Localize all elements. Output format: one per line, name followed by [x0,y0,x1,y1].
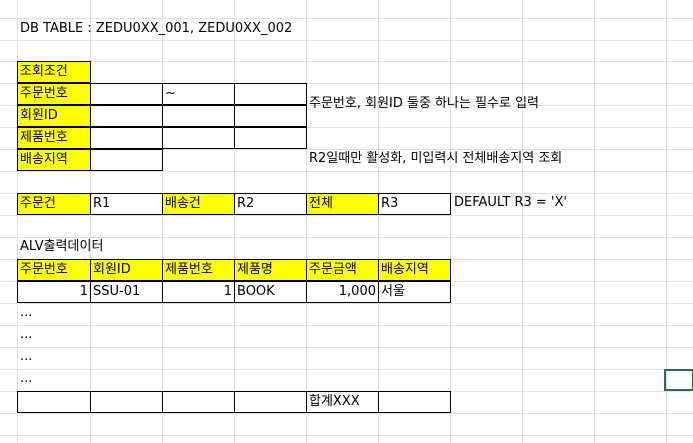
alv-header-product-name: 제품명 [234,259,307,281]
alv-header-product-no: 제품번호 [162,259,235,281]
product-no-cell-3[interactable] [234,127,307,149]
alv-ellipsis-1: ... [20,305,33,320]
alv-header-member-id: 회원ID [90,259,163,281]
radio-all-r3[interactable]: R3 [378,193,451,215]
alv-row1-order-amount[interactable]: 1,000 [306,281,379,303]
query-title: 조회조건 [17,61,91,83]
alv-total-sum[interactable]: 합계XXX [306,391,379,413]
alv-header-order-amount: 주문금액 [306,259,379,281]
query-label-ship-region: 배송지역 [17,149,91,171]
query-note-ship-region: R2일때만 활성화, 미입력시 전체배송지역 조회 [309,151,563,166]
selected-cell-outline[interactable] [664,369,693,391]
alv-row1-product-no[interactable]: 1 [162,281,235,303]
radio-label-shipping: 배송건 [162,193,235,215]
alv-row1-product-name[interactable]: BOOK [234,281,307,303]
query-note-required: 주문번호, 회원ID 둘중 하나는 필수로 입력 [309,96,539,111]
alv-row1-order-no[interactable]: 1 [17,281,91,303]
alv-total-cell-3[interactable] [162,391,235,413]
alv-row1-member-id[interactable]: SSU-01 [90,281,163,303]
alv-ellipsis-4: ... [20,371,33,386]
order-no-tilde: ~ [162,83,235,105]
query-label-member-id: 회원ID [17,105,91,127]
radio-label-all: 전체 [306,193,379,215]
ship-region-input[interactable] [90,149,163,171]
product-no-cell-2[interactable] [162,127,235,149]
radio-shipping-r2[interactable]: R2 [234,193,307,215]
alv-row1-ship-region[interactable]: 서울 [378,281,451,303]
member-id-cell-2[interactable] [162,105,235,127]
product-no-input[interactable] [90,127,163,149]
member-id-input[interactable] [90,105,163,127]
radio-label-order: 주문건 [17,193,91,215]
query-label-order-no: 주문번호 [17,83,91,105]
radio-order-r1[interactable]: R1 [90,193,163,215]
alv-total-cell-2[interactable] [90,391,163,413]
alv-total-cell-6[interactable] [378,391,451,413]
alv-header-ship-region: 배송지역 [378,259,451,281]
alv-ellipsis-2: ... [20,327,33,342]
alv-total-cell-4[interactable] [234,391,307,413]
alv-header-order-no: 주문번호 [17,259,91,281]
query-label-product-no: 제품번호 [17,127,91,149]
radio-default-note: DEFAULT R3 = 'X' [454,195,567,210]
alv-title: ALV출력데이터 [20,239,104,254]
order-no-from-input[interactable] [90,83,163,105]
member-id-cell-3[interactable] [234,105,307,127]
alv-ellipsis-3: ... [20,349,33,364]
db-table-label: DB TABLE : ZEDU0XX_001, ZEDU0XX_002 [20,21,293,36]
alv-total-cell-1[interactable] [17,391,91,413]
order-no-to-input[interactable] [234,83,307,105]
